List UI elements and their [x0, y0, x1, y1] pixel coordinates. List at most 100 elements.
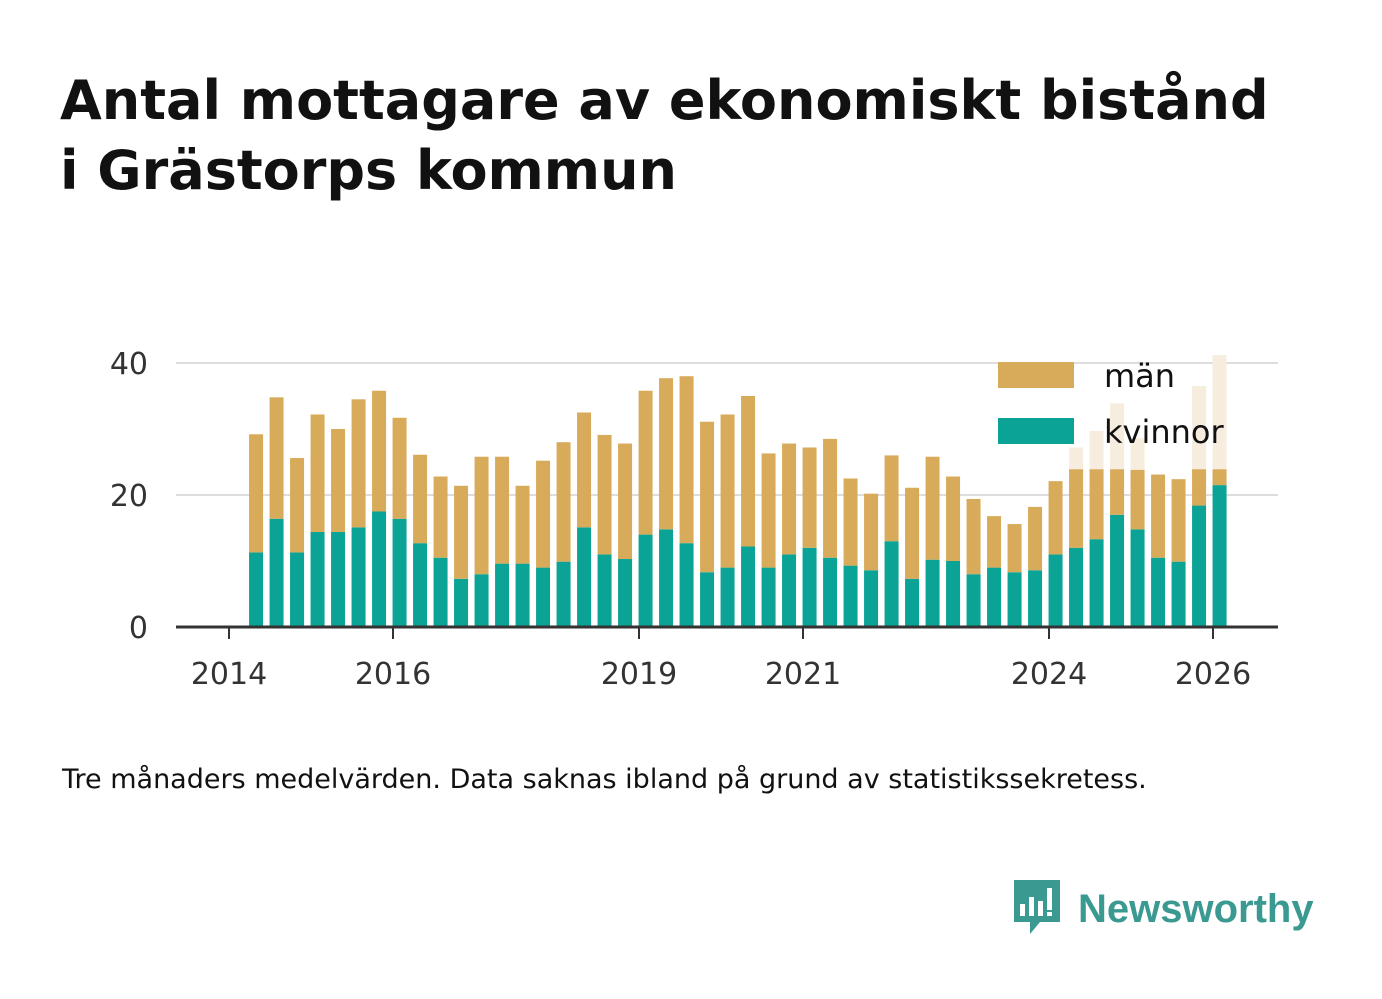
- bar-man: [987, 516, 1002, 568]
- bar-man: [1069, 469, 1084, 548]
- bar-man: [966, 498, 981, 575]
- bar-man: [1192, 469, 1207, 506]
- bar-man: [413, 454, 428, 544]
- bar-kvinnor: [290, 552, 305, 627]
- bar-kvinnor: [1192, 505, 1207, 627]
- bar-kvinnor: [638, 534, 653, 627]
- bar-kvinnor: [331, 531, 346, 627]
- legend-label: kvinnor: [1104, 413, 1225, 451]
- bar-kvinnor: [351, 527, 366, 627]
- bar-man: [351, 399, 366, 528]
- bar-kvinnor: [843, 565, 858, 627]
- bar-kvinnor: [392, 518, 407, 627]
- bar-man: [597, 434, 612, 555]
- bar-man: [946, 476, 961, 561]
- bar-man: [843, 478, 858, 566]
- bar-man: [290, 458, 305, 553]
- chart-title-line-2: i Grästorps kommun: [60, 139, 677, 202]
- bar-man: [536, 460, 551, 568]
- bar-kvinnor: [536, 567, 551, 627]
- bar-man: [823, 438, 838, 558]
- legend-swatch: [998, 418, 1074, 444]
- footnote: Tre månaders medelvärden. Data saknas ib…: [62, 764, 1147, 795]
- bar-kvinnor: [515, 563, 530, 627]
- bar-man: [310, 414, 325, 532]
- bar-man: [905, 487, 920, 579]
- bar-kvinnor: [597, 554, 612, 627]
- legend-label: män: [1104, 357, 1175, 395]
- stacked-bar-chart: 0 20 40 2014 2016 2019 2021 2024 2026 män kvinnor: [110, 347, 1278, 692]
- x-tick-label: 2026: [1175, 657, 1251, 692]
- bar-kvinnor: [782, 554, 797, 627]
- bar-man: [372, 390, 387, 512]
- bar-man: [556, 442, 571, 562]
- bar-kvinnor: [946, 561, 961, 627]
- bar-kvinnor: [556, 561, 571, 627]
- bar-kvinnor: [864, 570, 879, 627]
- bar-kvinnor: [720, 567, 735, 627]
- y-tick-label: 40: [110, 347, 148, 382]
- bar-man: [884, 455, 899, 542]
- bar-man: [249, 434, 264, 553]
- bar-man: [761, 453, 776, 568]
- bar-man: [700, 421, 715, 573]
- bar-kvinnor: [249, 552, 264, 627]
- bar-kvinnor: [700, 572, 715, 627]
- bar-man: [638, 390, 653, 535]
- bar-kvinnor: [659, 529, 674, 627]
- bar-man: [659, 378, 674, 530]
- bar-man: [782, 443, 797, 555]
- bar-man: [515, 485, 530, 564]
- bar-man: [864, 493, 879, 571]
- bar-kvinnor: [1171, 561, 1186, 627]
- brand-name: Newsworthy: [1078, 886, 1314, 931]
- bar-man: [392, 417, 407, 519]
- bar-kvinnor: [1048, 554, 1063, 627]
- bar-kvinnor: [1028, 570, 1043, 627]
- chart-title-line-1: Antal mottagare av ekonomiskt bistånd: [60, 69, 1269, 132]
- bar-man: [1007, 524, 1022, 573]
- bar-kvinnor: [1151, 557, 1166, 627]
- bar-kvinnor: [966, 574, 981, 627]
- brand-logo[interactable]: Newsworthy: [1010, 878, 1314, 940]
- bar-man: [269, 397, 284, 519]
- chart-title: Antal mottagare av ekonomiskt bistånd i …: [60, 66, 1340, 206]
- bar-kvinnor: [474, 574, 489, 627]
- newsworthy-logo-icon: [1014, 880, 1060, 934]
- bar-man: [1151, 474, 1166, 558]
- bar-man: [720, 414, 735, 568]
- x-tick-label: 2019: [601, 657, 677, 692]
- bar-man: [618, 443, 633, 560]
- bar-man: [741, 396, 756, 547]
- bar-man: [1212, 469, 1227, 486]
- bar-man: [577, 412, 592, 528]
- y-tick-label: 0: [129, 611, 148, 646]
- bar-kvinnor: [884, 541, 899, 627]
- bar-kvinnor: [1089, 539, 1104, 627]
- bar-man: [454, 485, 469, 579]
- legend-swatch: [998, 362, 1074, 388]
- bar-kvinnor: [761, 567, 776, 627]
- bar-kvinnor: [679, 543, 694, 627]
- bar-kvinnor: [987, 567, 1002, 627]
- bar-kvinnor: [269, 518, 284, 627]
- bar-kvinnor: [577, 527, 592, 627]
- bar-kvinnor: [741, 546, 756, 627]
- bar-kvinnor: [618, 559, 633, 627]
- x-tick-label: 2021: [765, 657, 841, 692]
- bar-man: [925, 456, 940, 560]
- bar-man: [679, 376, 694, 544]
- x-tick-label: 2024: [1011, 657, 1087, 692]
- bar-kvinnor: [454, 578, 469, 627]
- bar-kvinnor: [823, 557, 838, 627]
- x-tick-label: 2016: [355, 657, 431, 692]
- bar-kvinnor: [905, 578, 920, 627]
- bar-kvinnor: [310, 531, 325, 627]
- bar-kvinnor: [413, 543, 428, 627]
- bar-man: [1089, 469, 1104, 540]
- bar-man: [1048, 481, 1063, 555]
- bar-kvinnor: [1110, 514, 1125, 627]
- bar-kvinnor: [433, 557, 448, 627]
- bar-man: [1110, 469, 1125, 515]
- bar-man: [802, 447, 817, 548]
